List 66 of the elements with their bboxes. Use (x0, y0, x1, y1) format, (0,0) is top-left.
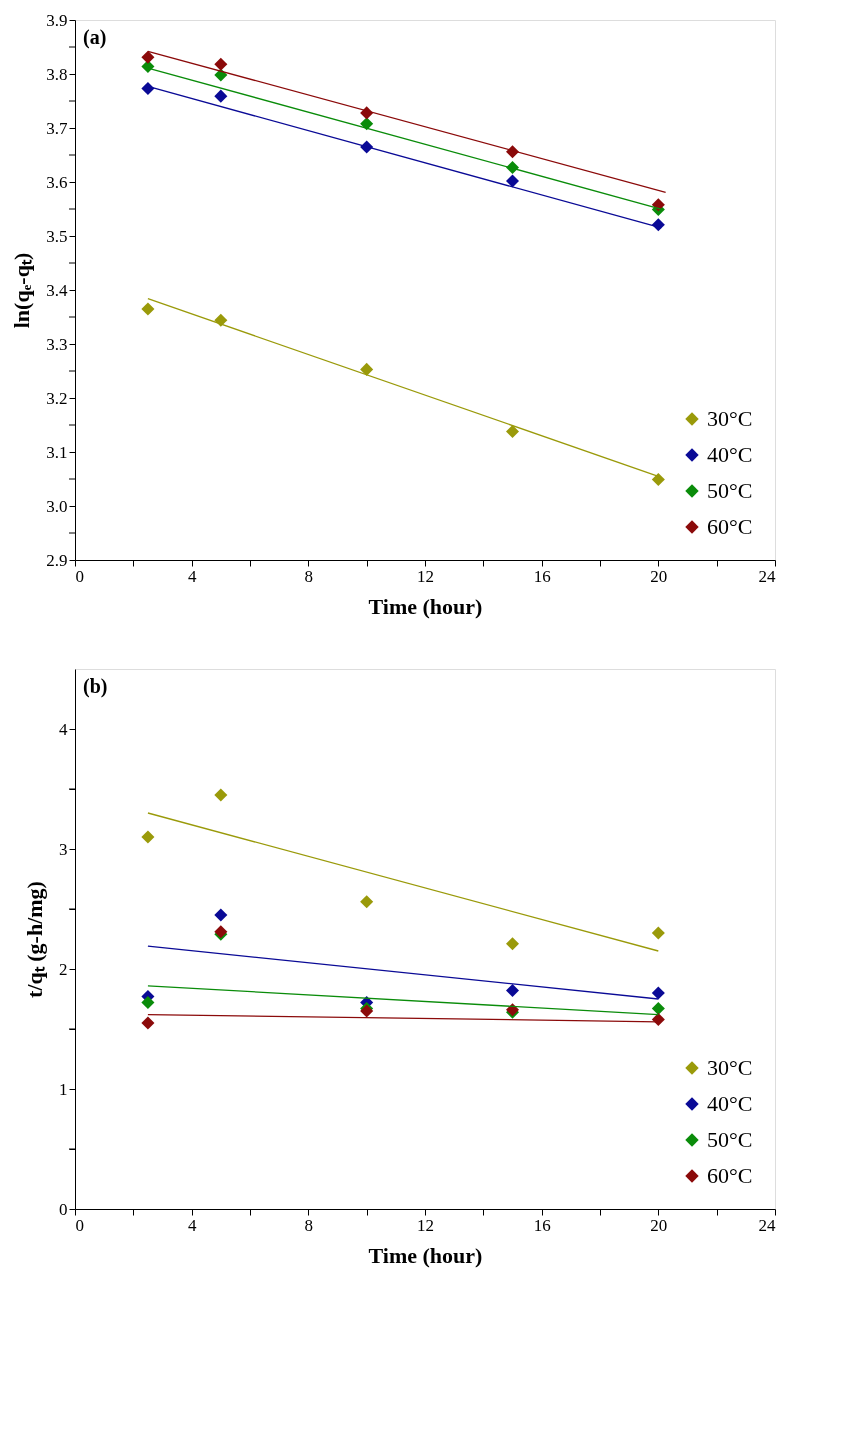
point (214, 788, 228, 802)
point (651, 926, 665, 940)
point (360, 895, 374, 909)
y-tick-label: 2.9 (46, 550, 68, 570)
chart-title: (b) (83, 675, 108, 698)
y-tick-label: 3.3 (46, 334, 68, 354)
x-tick-label: 0 (75, 566, 84, 586)
y-tick-label: 1 (59, 1079, 68, 1099)
legend-label: 30°C (707, 1055, 753, 1080)
x-tick-label: 4 (187, 566, 197, 586)
x-tick-label: 24 (758, 1215, 776, 1235)
x-tick-label: 12 (417, 566, 434, 586)
point (651, 1002, 665, 1016)
y-tick-label: 3.5 (46, 226, 68, 246)
point (651, 1012, 665, 1026)
point (141, 50, 155, 64)
point (505, 937, 520, 951)
y-tick-label: 2 (59, 959, 68, 979)
point (214, 313, 228, 327)
x-tick-label: 12 (417, 1215, 434, 1235)
point (651, 986, 665, 1000)
legend-label: 40°C (707, 442, 753, 467)
y-tick-label: 3.4 (46, 280, 68, 300)
legend-label: 50°C (707, 478, 753, 503)
point (141, 996, 155, 1010)
y-tick-label: 3.6 (46, 172, 68, 192)
point (214, 89, 228, 103)
x-tick-label: 8 (304, 1215, 314, 1235)
chart-title: (a) (83, 26, 107, 49)
x-tick-label: 20 (650, 566, 668, 586)
y-tick-label: 3.9 (46, 10, 68, 30)
y-tick-label: 3.2 (46, 388, 68, 408)
y-tick-label: 3.7 (46, 118, 68, 138)
legend-label: 40°C (707, 1091, 753, 1116)
legend-label: 50°C (707, 1127, 753, 1152)
y-tick-label: 0 (59, 1199, 68, 1219)
point (651, 473, 665, 487)
y-tick-label: 3.1 (46, 442, 68, 462)
x-tick-label: 16 (533, 1215, 551, 1235)
y-tick-label: 4 (59, 719, 68, 739)
point (505, 174, 520, 188)
point (141, 302, 155, 316)
point (505, 984, 520, 998)
x-tick-label: 20 (650, 1215, 668, 1235)
point (141, 82, 155, 96)
x-tick-label: 0 (75, 1215, 84, 1235)
y-axis-title: t/qₜ (g-h/mg) (22, 881, 47, 998)
x-axis-title: Time (hour) (368, 593, 483, 619)
x-tick-label: 8 (304, 566, 314, 586)
y-axis-title: ln(qₑ-qₜ) (9, 252, 35, 329)
y-tick-label: 3.0 (46, 496, 68, 516)
x-tick-label: 16 (533, 566, 551, 586)
point (214, 908, 228, 922)
point (505, 424, 520, 438)
legend-label: 30°C (707, 406, 753, 431)
y-tick-label: 3 (59, 839, 68, 859)
point (141, 1016, 155, 1030)
x-axis-title: Time (hour) (368, 1242, 483, 1268)
x-tick-label: 24 (758, 566, 776, 586)
point (214, 57, 228, 71)
point (141, 830, 155, 844)
point (360, 362, 374, 376)
legend-label: 60°C (707, 1163, 753, 1188)
x-tick-label: 4 (187, 1215, 197, 1235)
y-tick-label: 3.8 (46, 64, 68, 84)
legend-label: 60°C (707, 514, 753, 539)
